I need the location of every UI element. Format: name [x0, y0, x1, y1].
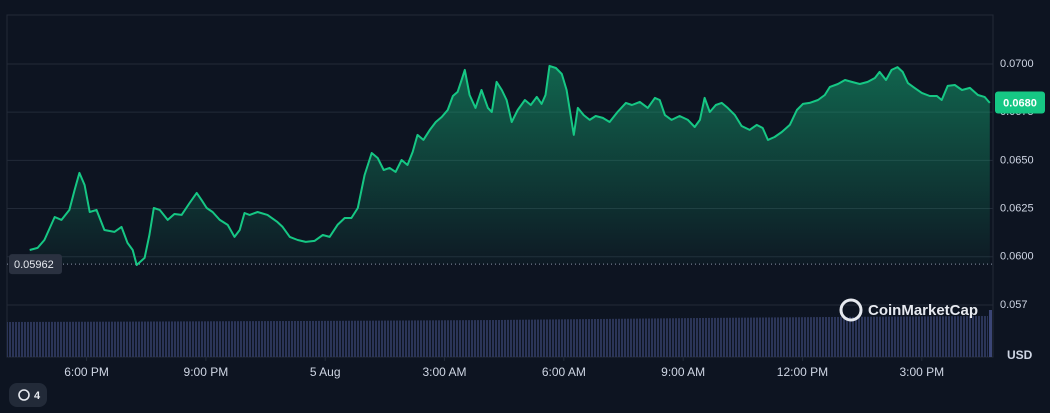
x-tick-label: 9:00 PM — [184, 365, 229, 379]
y-tick-label: 0.0650 — [1000, 154, 1034, 166]
watermark-text: CoinMarketCap — [868, 302, 978, 319]
history-count[interactable]: 4 — [34, 390, 41, 402]
price-area — [29, 65, 990, 266]
watermark-logo — [839, 298, 863, 322]
y-tick-label: 0.057 — [1000, 299, 1028, 311]
current-price-badge — [995, 91, 1045, 114]
current-price-label: 0.0680 — [1003, 97, 1037, 109]
x-tick-label: 3:00 AM — [422, 365, 466, 379]
watermark: CoinMarketCap — [839, 298, 978, 322]
y-tick-label: 0.0625 — [1000, 202, 1034, 214]
y-tick-label: 0.0700 — [1000, 58, 1034, 70]
price-line — [29, 64, 991, 266]
history-badge-bg[interactable] — [9, 383, 47, 407]
open-price-label: 0.05962 — [14, 259, 54, 271]
history-badge[interactable]: 4 — [9, 383, 47, 407]
open-price-badge — [9, 254, 62, 275]
x-tick-label: 6:00 PM — [64, 365, 109, 379]
x-tick-label: 12:00 PM — [777, 365, 828, 379]
x-tick-label: 6:00 AM — [542, 365, 586, 379]
x-tick-label: 3:00 PM — [899, 365, 944, 379]
history-icon[interactable] — [18, 389, 30, 401]
y-tick-label: 0.0600 — [1000, 251, 1034, 263]
x-tick-label: 5 Aug — [310, 365, 341, 379]
y-unit: USD — [1007, 348, 1033, 362]
volume-strip — [7, 316, 988, 357]
x-tick-label: 9:00 AM — [661, 365, 705, 379]
volume-bar-latest — [989, 310, 992, 357]
